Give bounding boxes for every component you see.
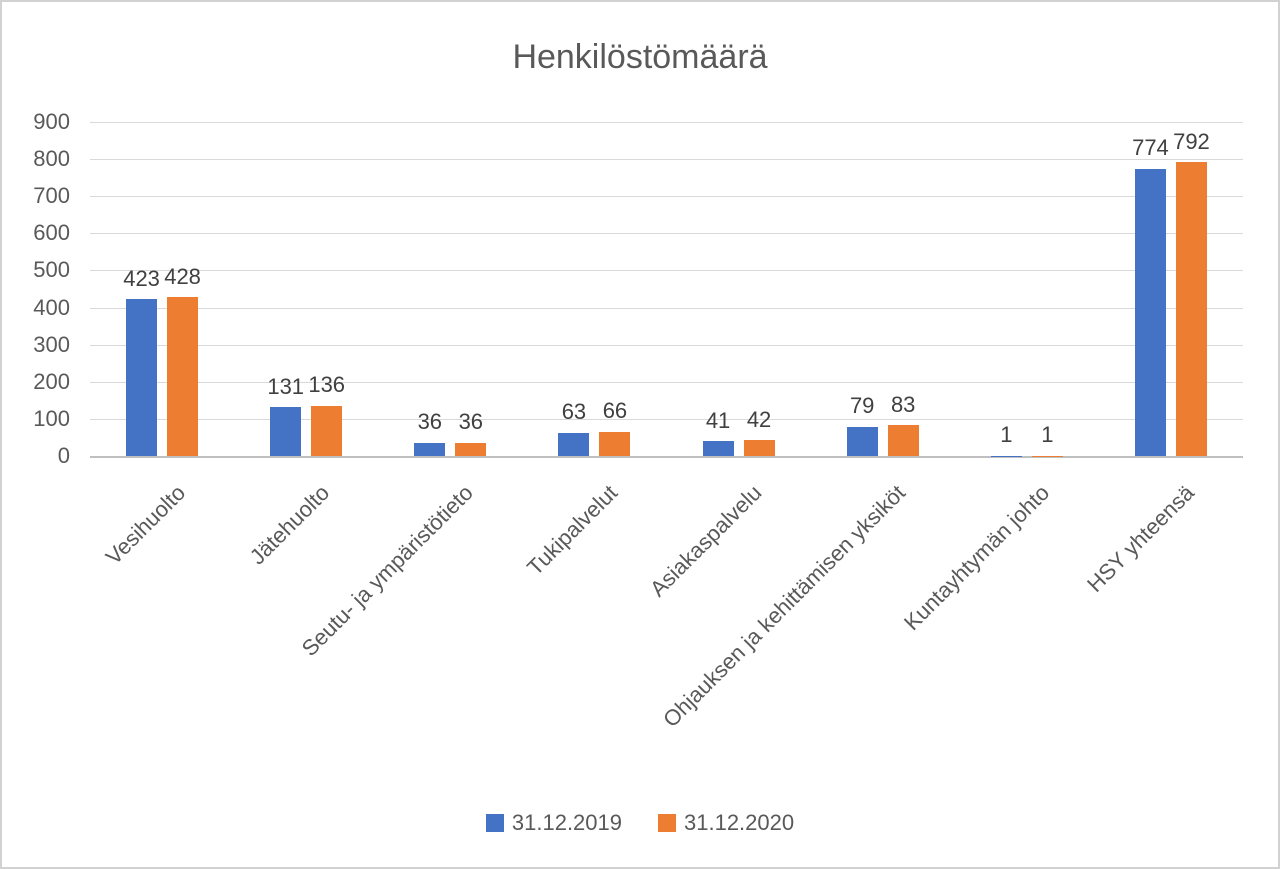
y-axis-tick-label: 500 [33, 257, 70, 283]
y-axis-tick-label: 900 [33, 109, 70, 134]
bar [167, 297, 199, 456]
bar [414, 442, 446, 456]
y-axis-tick-label: 200 [33, 368, 70, 394]
y-axis-tick-label: 800 [33, 146, 70, 172]
bar-value-label: 428 [164, 263, 201, 289]
bar-value-label: 41 [705, 407, 731, 433]
bar [311, 405, 343, 456]
bar [455, 442, 487, 456]
bar-value-label: 131 [267, 374, 305, 400]
bar-value-label: 136 [308, 372, 346, 398]
legend-label: 31.12.2020 [684, 810, 795, 835]
gridline [90, 270, 1243, 272]
legend-label: 31.12.2019 [511, 810, 622, 835]
bar-value-label: 1 [1041, 422, 1054, 448]
bar-value-label: 36 [458, 409, 484, 435]
gridline [90, 418, 1243, 420]
y-axis: 0 100 200 300 400 500 600 700 800 900 [2, 109, 70, 468]
bar [558, 432, 590, 456]
bar [743, 440, 775, 456]
x-axis-category-label: Asiakaspalvelu [644, 480, 767, 602]
gridline [90, 159, 1243, 161]
bar-value-label: 83 [890, 391, 916, 417]
bar [126, 299, 158, 456]
gridline [90, 307, 1243, 309]
bar-value-label: 79 [849, 393, 875, 419]
x-axis-category-label: Jätehuolto [244, 480, 334, 570]
y-axis-tick-label: 600 [33, 220, 70, 246]
bar [1134, 168, 1166, 456]
x-axis-category-label: Kuntayhtymän johto [899, 480, 1055, 636]
legend: 31.12.2019 31.12.2020 [2, 810, 1278, 836]
bar [1175, 162, 1207, 456]
x-axis-category-label: Vesihuolto [100, 480, 190, 570]
bar-value-label: 1 [1000, 422, 1013, 448]
legend-swatch [485, 814, 504, 832]
x-axis-category-label: HSY yhteensä [1081, 480, 1199, 597]
bar [846, 426, 878, 456]
legend-item: 31.12.2019 [485, 810, 622, 836]
bar-value-label: 63 [561, 399, 587, 425]
legend-item: 31.12.2020 [658, 810, 794, 836]
bar-value-label: 774 [1132, 135, 1169, 161]
bar [702, 440, 734, 456]
gridline [90, 196, 1243, 198]
x-axis: Vesihuolto Jätehuolto Seutu- ja ympäristöt… [2, 480, 1278, 780]
bar-value-label: 792 [1173, 128, 1210, 154]
bar-value-label: 42 [746, 407, 772, 433]
x-axis-category-label: Ohjauksen ja kehittämisen yksiköt [658, 480, 911, 732]
bar [599, 431, 631, 456]
plot-area: 423 428 131 136 36 36 63 66 41 42 79 83 1 1 774 792 [90, 122, 1243, 458]
chart-title: Henkilöstömäärä [512, 38, 768, 76]
legend-swatch [658, 814, 676, 832]
bar-value-label: 423 [123, 265, 160, 291]
gridline [90, 381, 1243, 383]
gridline [90, 122, 1243, 123]
y-axis-tick-label: 100 [33, 405, 70, 431]
y-axis-tick-label: 0 [57, 443, 70, 468]
gridline [90, 344, 1243, 346]
y-axis-tick-label: 300 [33, 331, 70, 357]
gridline [90, 233, 1243, 235]
bar [270, 407, 302, 456]
bar-value-label: 66 [602, 398, 628, 424]
x-axis-category-label: Tukipalvelut [522, 480, 623, 581]
bar [887, 425, 919, 456]
y-axis-tick-label: 700 [33, 183, 70, 209]
bar-value-label: 36 [417, 409, 443, 435]
y-axis-tick-label: 400 [33, 294, 70, 320]
